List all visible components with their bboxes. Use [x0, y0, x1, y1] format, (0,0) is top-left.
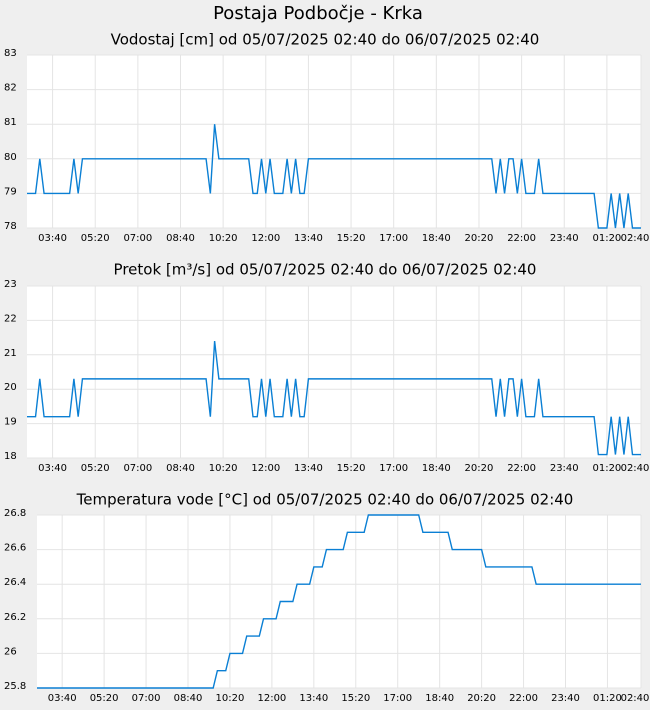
y-tick-label: 23: [4, 279, 17, 290]
x-tick-label: 12:00: [251, 463, 280, 474]
y-tick-label: 79: [4, 186, 17, 197]
x-tick-label: 02:40: [621, 463, 650, 474]
data-line: [27, 124, 641, 229]
x-tick-label: 03:40: [38, 463, 67, 474]
x-tick-label: 12:00: [257, 693, 286, 704]
chart-title: Temperatura vode [°C] od 05/07/2025 02:4…: [76, 491, 574, 509]
x-tick-label: 13:40: [294, 233, 323, 244]
x-tick-label: 08:40: [166, 463, 195, 474]
x-tick-label: 01:20: [593, 693, 622, 704]
y-tick-label: 26.6: [4, 543, 26, 554]
plot-area: [27, 286, 641, 458]
data-line: [37, 514, 641, 689]
x-tick-label: 22:00: [509, 693, 538, 704]
y-tick-label: 26: [4, 646, 17, 657]
x-tick-label: 15:20: [337, 463, 366, 474]
x-tick-label: 02:40: [621, 693, 650, 704]
x-tick-label: 23:40: [550, 463, 579, 474]
x-tick-label: 18:40: [422, 233, 451, 244]
x-tick-label: 01:20: [592, 463, 621, 474]
x-tick-label: 20:20: [465, 463, 494, 474]
y-tick-label: 78: [4, 221, 17, 232]
chart-title: Vodostaj [cm] od 05/07/2025 02:40 do 06/…: [111, 31, 540, 49]
y-tick-label: 19: [4, 417, 17, 428]
x-tick-label: 10:20: [209, 463, 238, 474]
x-tick-label: 07:00: [123, 463, 152, 474]
x-tick-label: 10:20: [209, 233, 238, 244]
data-line: [27, 340, 641, 456]
x-tick-label: 02:40: [621, 233, 650, 244]
x-tick-label: 05:20: [81, 463, 110, 474]
plot-area: [27, 55, 641, 228]
x-tick-label: 13:40: [299, 693, 328, 704]
x-tick-label: 17:00: [379, 463, 408, 474]
x-tick-label: 20:20: [465, 233, 494, 244]
x-tick-label: 07:00: [132, 693, 161, 704]
x-tick-label: 03:40: [38, 233, 67, 244]
y-tick-label: 83: [4, 48, 17, 59]
page-title: Postaja Podbočje - Krka: [213, 3, 423, 24]
y-tick-label: 82: [4, 83, 17, 94]
x-tick-label: 12:00: [251, 233, 280, 244]
x-tick-label: 18:40: [425, 693, 454, 704]
x-tick-label: 08:40: [166, 233, 195, 244]
y-tick-label: 21: [4, 348, 17, 359]
x-tick-label: 10:20: [216, 693, 245, 704]
x-tick-label: 22:00: [507, 233, 536, 244]
plot-area: [37, 515, 641, 688]
y-tick-label: 80: [4, 152, 17, 163]
x-tick-label: 23:40: [550, 233, 579, 244]
x-tick-label: 05:20: [81, 233, 110, 244]
x-tick-label: 23:40: [551, 693, 580, 704]
x-tick-label: 15:20: [341, 693, 370, 704]
x-tick-label: 15:20: [337, 233, 366, 244]
y-tick-label: 26.8: [4, 508, 26, 519]
x-tick-label: 22:00: [507, 463, 536, 474]
y-tick-label: 26.2: [4, 612, 26, 623]
y-tick-label: 20: [4, 382, 17, 393]
y-tick-label: 81: [4, 117, 17, 128]
x-tick-label: 08:40: [174, 693, 203, 704]
x-tick-label: 07:00: [123, 233, 152, 244]
x-tick-label: 13:40: [294, 463, 323, 474]
y-tick-label: 18: [4, 451, 17, 462]
x-tick-label: 20:20: [467, 693, 496, 704]
y-tick-label: 22: [4, 313, 17, 324]
x-tick-label: 17:00: [383, 693, 412, 704]
x-tick-label: 01:20: [592, 233, 621, 244]
x-tick-label: 03:40: [48, 693, 77, 704]
x-tick-label: 18:40: [422, 463, 451, 474]
y-tick-label: 26.4: [4, 577, 26, 588]
y-tick-label: 25.8: [4, 681, 26, 692]
x-tick-label: 05:20: [90, 693, 119, 704]
chart-title: Pretok [m³/s] od 05/07/2025 02:40 do 06/…: [114, 261, 537, 279]
x-tick-label: 17:00: [379, 233, 408, 244]
